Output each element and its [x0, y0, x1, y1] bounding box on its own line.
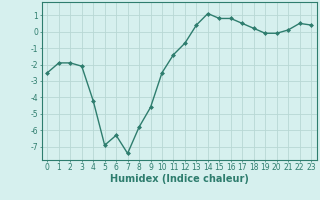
X-axis label: Humidex (Indice chaleur): Humidex (Indice chaleur) [110, 174, 249, 184]
